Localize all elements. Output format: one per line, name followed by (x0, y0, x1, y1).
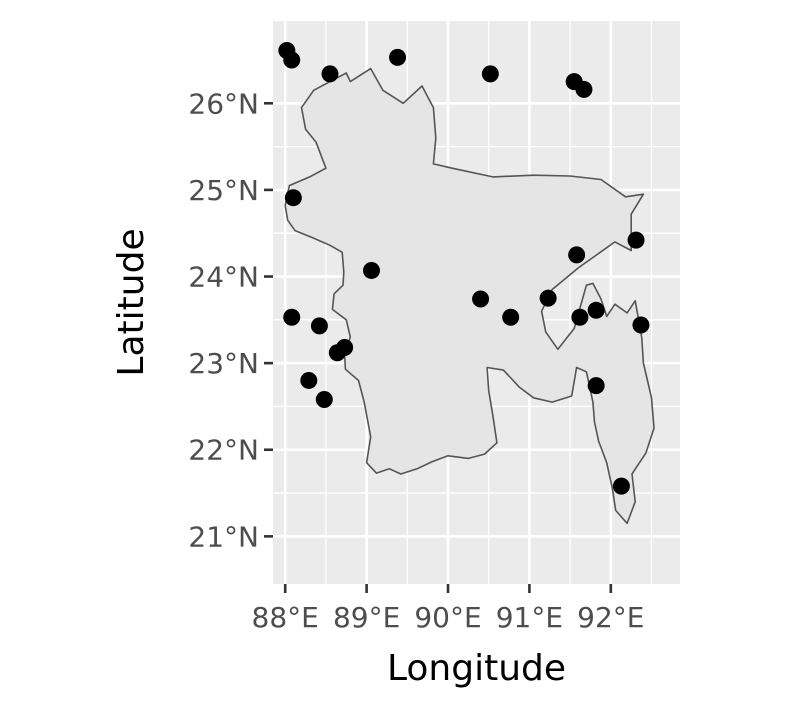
data-point (300, 371, 318, 389)
data-point (502, 308, 520, 326)
x-tick-label: 89°E (333, 601, 400, 634)
data-point (539, 289, 557, 307)
x-tick-label: 90°E (414, 601, 481, 634)
x-tick-label: 92°E (577, 601, 644, 634)
y-axis-title: Latitude (111, 228, 152, 376)
x-tick-label: 91°E (496, 601, 563, 634)
data-point (575, 80, 593, 98)
data-point (612, 477, 630, 495)
x-axis-title: Longitude (387, 648, 566, 689)
data-point (481, 65, 499, 83)
data-point (587, 377, 605, 395)
y-tick-label: 25°N (188, 174, 259, 207)
data-point (283, 51, 301, 69)
data-point (310, 317, 328, 335)
points (278, 41, 650, 495)
y-tick-label: 23°N (188, 347, 259, 380)
y-tick-label: 22°N (188, 434, 259, 467)
x-tick-label: 88°E (252, 601, 319, 634)
data-point (472, 290, 490, 308)
y-tick-label: 24°N (188, 261, 259, 294)
data-point (321, 65, 339, 83)
data-point (568, 246, 586, 264)
data-point (328, 344, 346, 362)
data-point (389, 48, 407, 66)
data-point (315, 391, 333, 409)
y-tick-label: 26°N (188, 87, 259, 120)
x-axis: 88°E 89°E 90°E 91°E 92°E (252, 584, 644, 634)
data-point (284, 189, 302, 207)
data-point (362, 261, 380, 279)
data-point (571, 308, 589, 326)
data-point (283, 308, 301, 326)
y-tick-label: 21°N (188, 520, 259, 553)
data-point (587, 301, 605, 319)
data-point (627, 231, 645, 249)
country-outline (284, 67, 655, 525)
y-axis: 21°N 22°N 23°N 24°N 25°N 26°N (188, 87, 273, 553)
data-point (632, 316, 650, 334)
